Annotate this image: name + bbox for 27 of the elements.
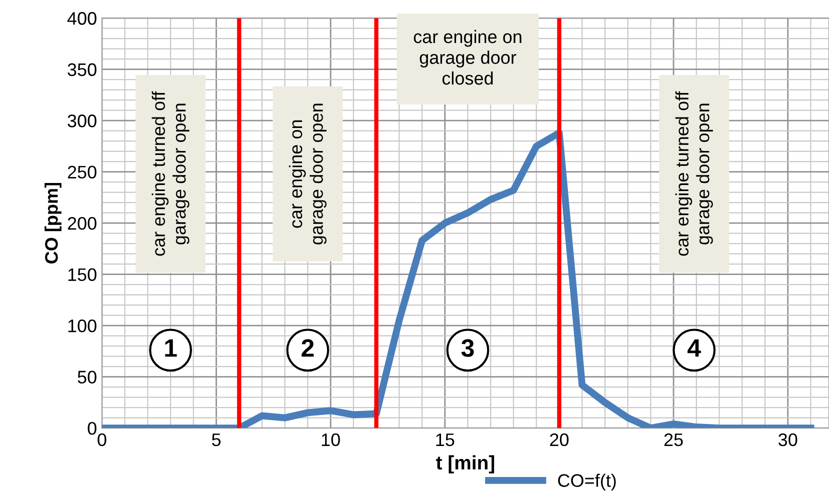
x-tick-label: 5 bbox=[212, 434, 221, 446]
annotation: 2 bbox=[302, 339, 314, 357]
x-tick-label: 30 bbox=[778, 433, 798, 446]
x-tick-label: 20 bbox=[550, 433, 569, 446]
x-tick-label: 10 bbox=[322, 433, 340, 446]
annotation: car engine turned off garage door open bbox=[675, 91, 713, 256]
y-tick-label: 300 bbox=[68, 114, 96, 128]
y-tick-label: 200 bbox=[68, 217, 96, 230]
x-tick-label: 25 bbox=[664, 433, 683, 446]
y-tick-label: 350 bbox=[68, 63, 96, 76]
annotation: 3 bbox=[461, 339, 474, 357]
y-tick-label: 100 bbox=[68, 320, 96, 332]
legend-label: CO=f(t) bbox=[558, 474, 616, 491]
y-axis-title: CO [ppm] bbox=[44, 182, 62, 264]
annotation: car engine on garage door closed bbox=[414, 30, 522, 85]
x-tick-label: 15 bbox=[436, 434, 454, 446]
x-tick-label: 0 bbox=[98, 433, 106, 446]
y-tick-label: 150 bbox=[68, 268, 96, 282]
annotation: 1 bbox=[165, 339, 177, 357]
annotation: car engine on garage door open bbox=[288, 104, 327, 244]
x-axis-title: t [min] bbox=[436, 455, 494, 474]
annotation: car engine turned off garage door open bbox=[152, 91, 190, 256]
y-tick-label: 250 bbox=[68, 166, 96, 179]
y-tick-label: 400 bbox=[67, 12, 96, 25]
y-tick-label: 50 bbox=[78, 370, 96, 384]
y-tick-label: 0 bbox=[88, 422, 96, 435]
annotation: 4 bbox=[688, 339, 701, 357]
